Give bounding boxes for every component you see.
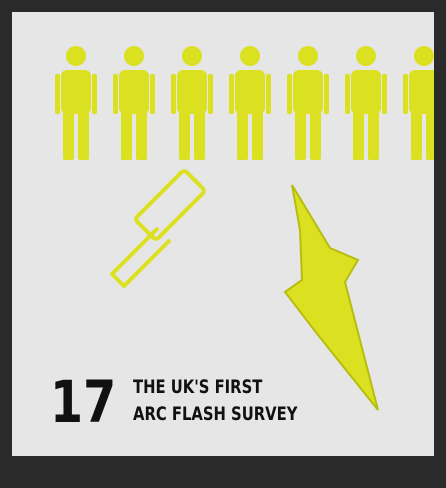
- frame-right: [434, 12, 446, 456]
- gavel-icon: [110, 169, 206, 288]
- headline-number: 17: [50, 368, 116, 436]
- lightning-icon: [283, 184, 379, 411]
- headline-line: ARC FLASH SURVEY: [133, 403, 298, 425]
- headline-line: THE UK'S FIRST: [133, 376, 263, 398]
